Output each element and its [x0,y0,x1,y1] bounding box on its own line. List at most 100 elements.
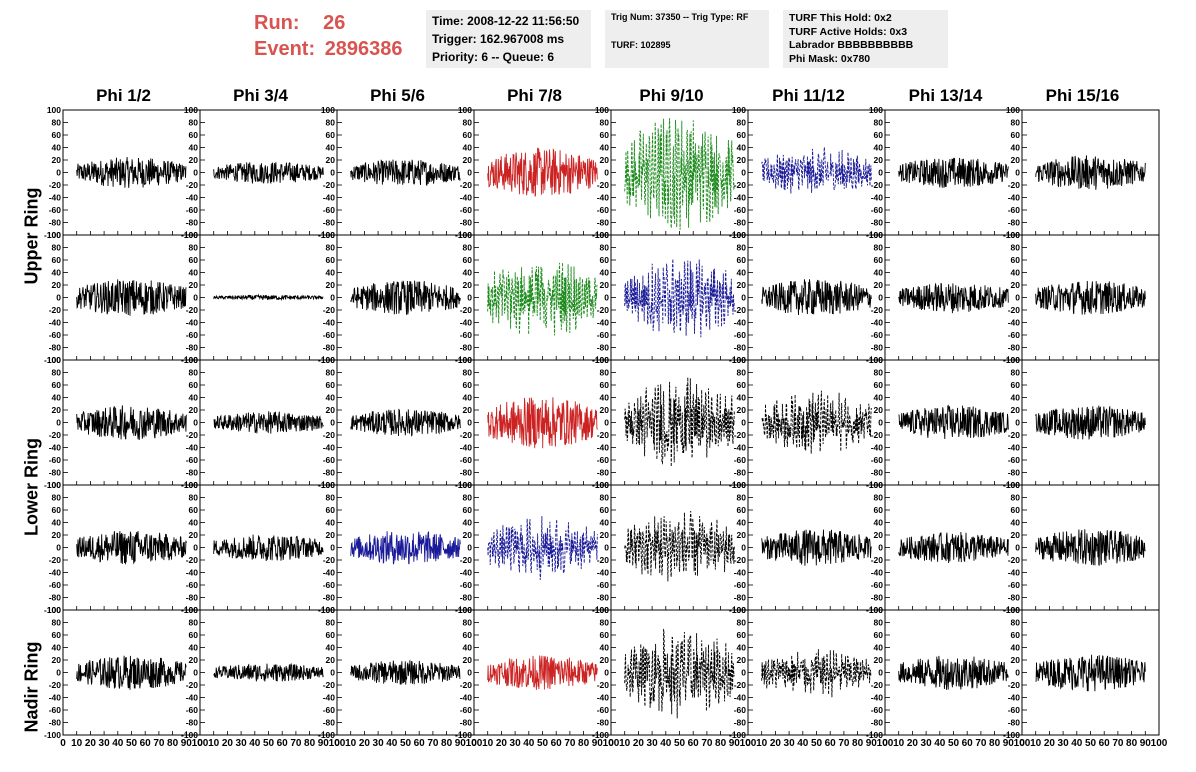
y-tick-label: 100 [47,105,61,115]
y-tick-label: -80 [734,218,747,228]
y-tick-label: 80 [52,368,62,378]
y-tick-label: -60 [597,705,610,715]
y-tick-label: -60 [49,455,62,465]
y-tick-label: 40 [326,643,336,653]
y-tick-label: 100 [184,355,198,365]
y-tick-label: -20 [1008,430,1021,440]
y-tick-label: 100 [1006,605,1020,615]
y-tick-label: 100 [1006,355,1020,365]
y-tick-label: 100 [458,230,472,240]
y-tick-label: 20 [326,405,336,415]
y-tick-label: 0 [193,293,198,303]
y-tick-label: 20 [189,280,199,290]
y-tick-label: 40 [463,393,473,403]
y-tick-label: -20 [460,305,473,315]
y-tick-label: -80 [49,718,62,728]
y-tick-label: -80 [49,218,62,228]
x-tick-label: 40 [112,738,124,749]
y-tick-label: 80 [189,618,199,628]
y-tick-label: -80 [460,218,473,228]
waveform-trace [213,534,324,562]
phi-label-1: Phi 1/2 [96,86,151,105]
y-tick-label: -40 [1008,568,1021,578]
y-tick-label: 80 [52,493,62,503]
y-tick-label: 20 [1011,155,1021,165]
x-tick-label: 80 [578,738,590,749]
y-tick-label: 100 [47,605,61,615]
y-tick-label: 80 [326,368,336,378]
y-tick-label: 60 [600,380,610,390]
y-tick-label: -60 [323,205,336,215]
y-tick-label: -80 [323,468,336,478]
y-tick-label: 0 [56,543,61,553]
waveform-trace [350,408,461,437]
x-tick-label: 100 [740,738,757,749]
y-tick-label: -40 [49,693,62,703]
phi-label-6: Phi 11/12 [772,86,845,105]
x-tick-label: 100 [192,738,209,749]
y-tick-label: 80 [189,118,199,128]
y-tick-label: -40 [1008,693,1021,703]
y-tick-label: -40 [186,443,199,453]
y-tick-label: -40 [1008,443,1021,453]
y-tick-label: -80 [1008,468,1021,478]
y-tick-label: 20 [326,655,336,665]
y-tick-label: 60 [189,255,199,265]
y-tick-label: 20 [463,405,473,415]
y-tick-label: -80 [186,468,199,478]
x-tick-label: 60 [825,738,837,749]
y-tick-label: 40 [600,518,610,528]
y-tick-label: 100 [184,480,198,490]
y-tick-label: 0 [878,668,883,678]
x-tick-label: 40 [523,738,535,749]
y-tick-label: -80 [49,343,62,353]
x-tick-label: 40 [797,738,809,749]
y-tick-label: -20 [871,680,884,690]
y-tick-label: 60 [737,130,747,140]
x-tick-label: 100 [877,738,894,749]
y-tick-label: 40 [874,268,884,278]
x-tick-label: 0 [882,738,888,749]
y-tick-label: 20 [52,405,62,415]
x-tick-label: 100 [466,738,483,749]
y-tick-label: 20 [600,155,610,165]
y-tick-label: -20 [734,305,747,315]
y-tick-label: 20 [737,280,747,290]
trigger-text: Trigger: 162.967008 ms [432,32,565,46]
y-tick-label: 60 [52,505,62,515]
y-tick-label: 20 [874,155,884,165]
waveform-trace [761,649,872,698]
y-tick-label: -60 [460,705,473,715]
y-tick-label: 60 [463,380,473,390]
x-tick-label: 80 [715,738,727,749]
y-tick-label: 40 [52,518,62,528]
y-tick-label: -80 [1008,343,1021,353]
waveform-trace [350,159,461,186]
y-tick-label: -100 [181,730,198,740]
x-tick-label: 90 [729,738,741,749]
y-tick-label: 100 [458,355,472,365]
x-tick-label: 100 [329,738,346,749]
waveform-trace [76,531,187,565]
y-tick-label: -40 [597,443,610,453]
y-tick-label: 100 [732,105,746,115]
x-tick-label: 30 [510,738,522,749]
y-tick-label: 80 [600,243,610,253]
waveform-trace [487,397,598,449]
y-tick-label: 20 [189,155,199,165]
y-tick-label: 40 [737,643,747,653]
waveform-trace [213,162,324,185]
y-tick-label: -60 [49,330,62,340]
y-tick-label: 60 [326,130,336,140]
y-tick-label: 0 [193,543,198,553]
y-tick-label: -80 [734,468,747,478]
y-tick-label: 80 [600,493,610,503]
y-tick-label: -60 [871,330,884,340]
y-tick-label: 40 [874,518,884,528]
y-tick-label: 100 [47,355,61,365]
waveform-trace [624,628,735,719]
y-tick-label: -60 [1008,580,1021,590]
priority-text: Priority: 6 -- Queue: 6 [432,50,555,64]
y-tick-label: 40 [463,268,473,278]
y-tick-label: 0 [193,418,198,428]
